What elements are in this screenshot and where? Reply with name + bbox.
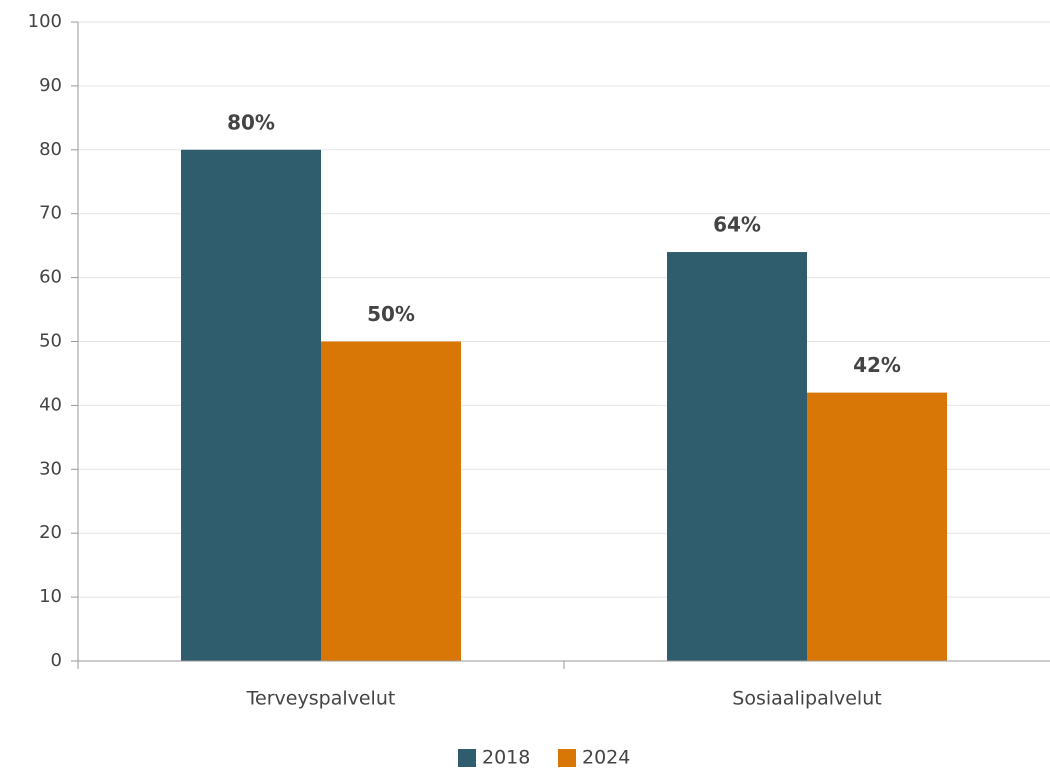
y-tick-label: 90 (39, 75, 62, 96)
x-tick-label: Terveyspalvelut (246, 688, 396, 710)
y-tick-label: 50 (39, 331, 62, 352)
legend-label: 2024 (582, 747, 630, 769)
x-tick-label: Sosiaalipalvelut (732, 688, 881, 710)
y-tick-label: 100 (28, 11, 62, 32)
y-tick-label: 10 (39, 586, 62, 607)
bar (321, 341, 461, 661)
y-tick-label: 0 (51, 650, 62, 671)
value-label: 42% (853, 353, 901, 377)
value-label: 64% (713, 213, 761, 237)
legend-label: 2018 (482, 747, 530, 769)
legend-swatch (458, 749, 476, 767)
y-tick-label: 80 (39, 139, 62, 160)
legend-swatch (558, 749, 576, 767)
y-tick-label: 70 (39, 203, 62, 224)
bar (807, 392, 947, 661)
y-tick-label: 20 (39, 522, 62, 543)
bar (181, 149, 321, 662)
value-label: 50% (367, 302, 415, 326)
y-tick-label: 60 (39, 267, 62, 288)
value-label: 80% (227, 110, 275, 134)
y-tick-label: 40 (39, 394, 62, 415)
y-tick-label: 30 (39, 458, 62, 479)
bar (667, 252, 807, 662)
